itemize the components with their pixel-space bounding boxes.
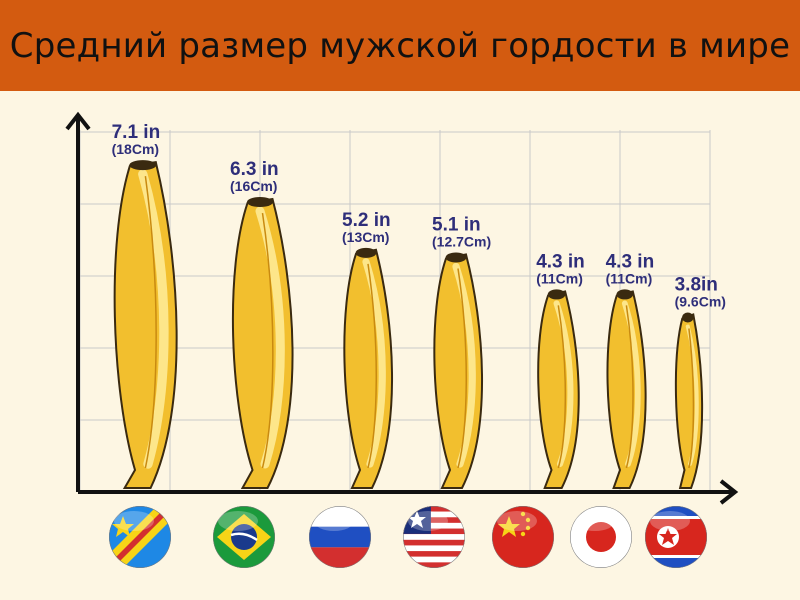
banana-highlight [255, 206, 285, 469]
banana-highlight [362, 258, 386, 468]
banana-ridge [688, 328, 695, 469]
value-label-cm: (12.7Cm) [432, 233, 491, 249]
flag-liberia-icon [403, 506, 465, 568]
flag-north-korea-icon [645, 506, 707, 568]
value-label-cm: (13Cm) [342, 229, 389, 245]
value-label-cm: (11Cm) [536, 270, 583, 286]
banana-tip-icon [445, 252, 467, 263]
value-label-in: 5.1 in [432, 214, 481, 235]
chart-title: Средний размер мужской гордости в мире [9, 25, 791, 66]
flag-japan-icon [570, 506, 632, 568]
value-label-cm: (11Cm) [606, 270, 653, 286]
banana-tip-icon [682, 312, 694, 323]
value-label-in: 3.8in [675, 275, 718, 296]
bananas [113, 160, 704, 489]
value-labels: 7.1 in(18Cm) 6.3 in(16Cm) 5.2 in(13Cm) 5.1 … [112, 122, 726, 309]
flag-dr-congo-icon [109, 506, 171, 568]
banana-ridge [457, 268, 468, 469]
flag-brazil-icon [213, 506, 275, 568]
axes [65, 111, 739, 505]
flags [109, 506, 707, 568]
value-label-in: 7.1 in [112, 122, 161, 143]
flag-china-icon [492, 506, 554, 568]
banana-ridge [625, 305, 634, 469]
header-bar: Средний размер мужской гордости в мире [0, 0, 800, 91]
value-label-in: 5.2 in [342, 210, 391, 231]
value-label-cm: (18Cm) [112, 141, 159, 157]
value-label-in: 4.3 in [606, 251, 655, 272]
banana-chart: 7.1 in(18Cm) 6.3 in(16Cm) 5.2 in(13Cm) 5.1 … [65, 111, 739, 568]
x-axis-arrow-icon [719, 479, 739, 505]
value-label-in: 6.3 in [230, 159, 279, 180]
y-axis-arrow-icon [65, 111, 91, 131]
banana-tip-icon [129, 160, 157, 171]
banana-ridge [557, 305, 567, 469]
flag-russia-icon [309, 506, 371, 568]
banana-highlight [685, 324, 699, 466]
value-label-cm: (16Cm) [230, 178, 277, 194]
banana-tip-icon [355, 247, 377, 258]
banana-ridge [367, 263, 378, 469]
banana-highlight [452, 262, 476, 468]
banana-ridge [144, 176, 157, 469]
banana-highlight [553, 300, 574, 468]
banana-highlight [138, 169, 169, 469]
banana-tip-icon [616, 289, 634, 300]
banana-ridge [261, 212, 274, 469]
value-label-cm: (9.6Cm) [675, 294, 726, 310]
banana-tip-icon [247, 197, 273, 208]
banana-tip-icon [547, 289, 566, 300]
grid [78, 130, 711, 493]
value-label-in: 4.3 in [536, 251, 585, 272]
banana-highlight [621, 300, 641, 467]
